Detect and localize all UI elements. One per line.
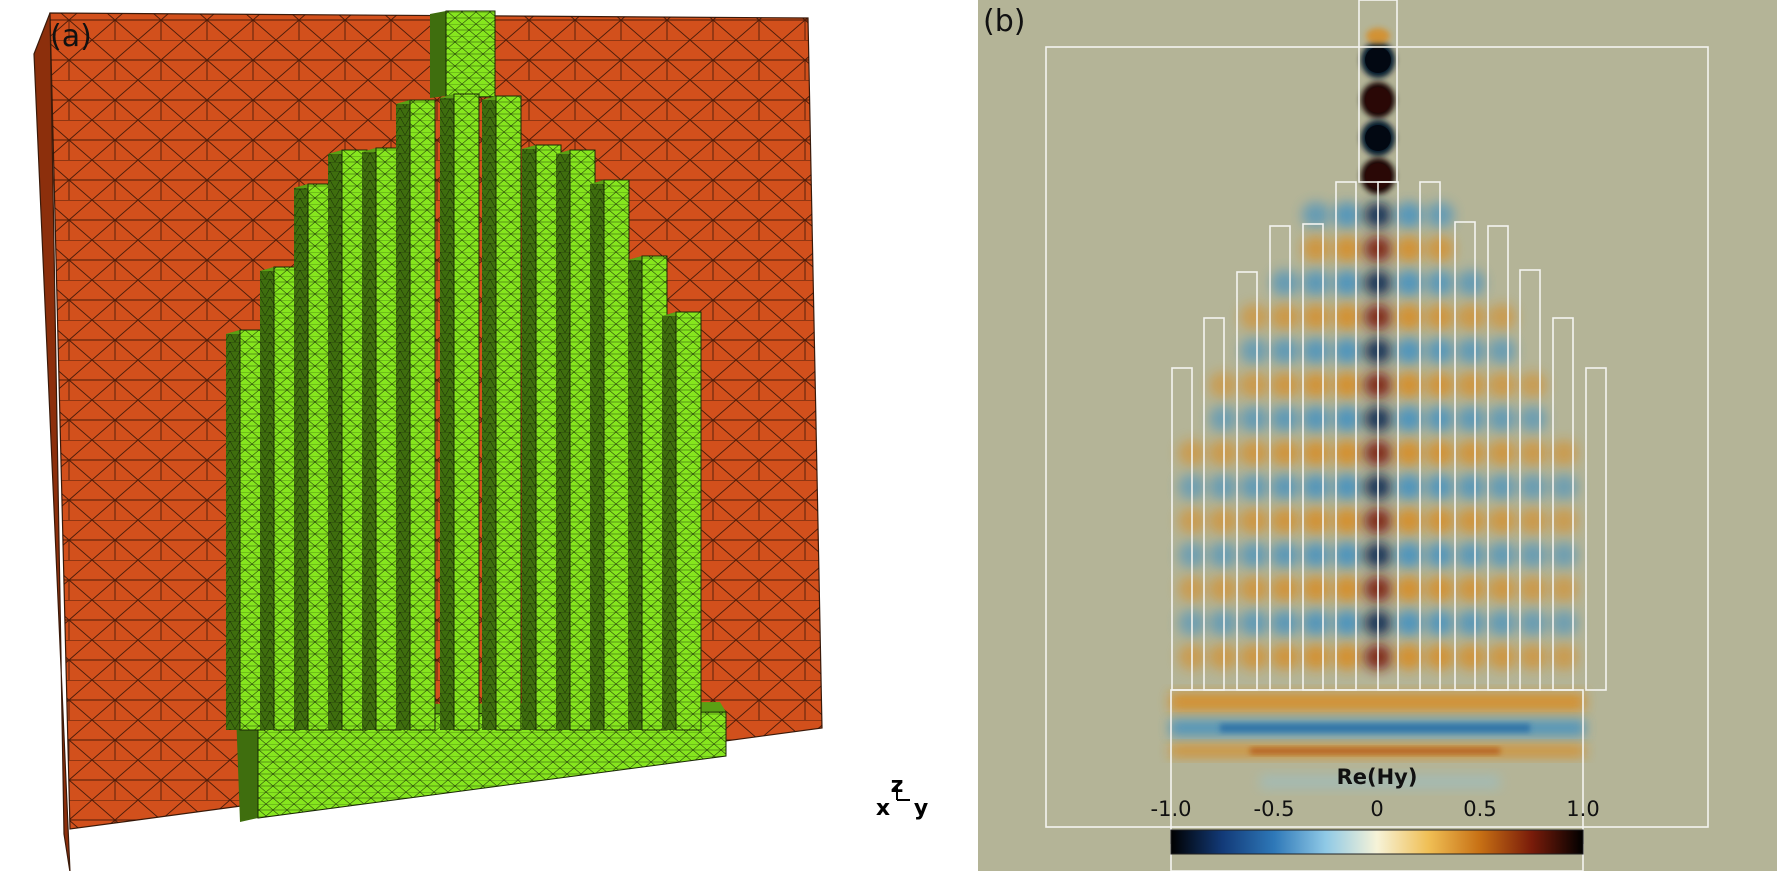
colorbar-tick-label: -0.5 [1254,797,1295,821]
waveguide-fins [226,93,702,731]
colorbar-tick-label: 0.5 [1463,797,1496,821]
colorbar: Re(Hy) -1.0 -0.5 0 0.5 1.0 [1151,765,1600,855]
colorbar-gradient [1170,829,1584,855]
fin-mesh [604,180,629,730]
fin-side-mesh [362,152,376,730]
axis-z-label: z [891,773,904,798]
input-waveguide-side [430,11,446,98]
fin-side-mesh [556,154,570,730]
fin-side-mesh [590,184,604,730]
panel-a-mesh-geometry: (a) z x y [33,10,928,871]
waveguide-base-side [236,712,258,822]
fin-side-mesh [522,149,536,730]
fin-side-mesh [440,98,454,730]
substrate-side-face [33,12,71,871]
axes-triad: z x y [876,773,928,821]
fin-outline [1585,367,1607,691]
fin-side-mesh [294,188,308,730]
axis-x-label: x [876,796,890,821]
colorbar-tick-label: 1.0 [1566,797,1599,821]
panel-a-label: (a) [50,19,92,54]
fin-side-mesh [396,104,410,730]
colorbar-title: Re(Hy) [1337,765,1418,789]
slab-outline [1170,689,1584,871]
fin-side-mesh [628,260,642,730]
fin-mesh [410,100,435,730]
fin-side-mesh [328,154,342,730]
fin-mesh [454,94,479,730]
geometry-outlines [1045,0,1709,871]
panel-b-label: (b) [983,4,1025,39]
outer-domain-outline [1045,46,1709,828]
fin-side-mesh [482,100,496,730]
fin-mesh [676,312,701,730]
axis-y-label: y [914,796,928,821]
panel-b-field-plot: (b) Re(Hy) -1.0 -0.5 0 0.5 1.0 [978,0,1777,871]
colorbar-tick-label: -1.0 [1151,797,1192,821]
fin-side-mesh [226,334,240,730]
fin-mesh [496,96,521,730]
fin-side-mesh [260,271,274,730]
field-pattern [1170,28,1585,789]
fin-side-mesh [662,316,676,730]
colorbar-tick-label: 0 [1370,797,1383,821]
waveguide-base-mesh [258,712,726,818]
